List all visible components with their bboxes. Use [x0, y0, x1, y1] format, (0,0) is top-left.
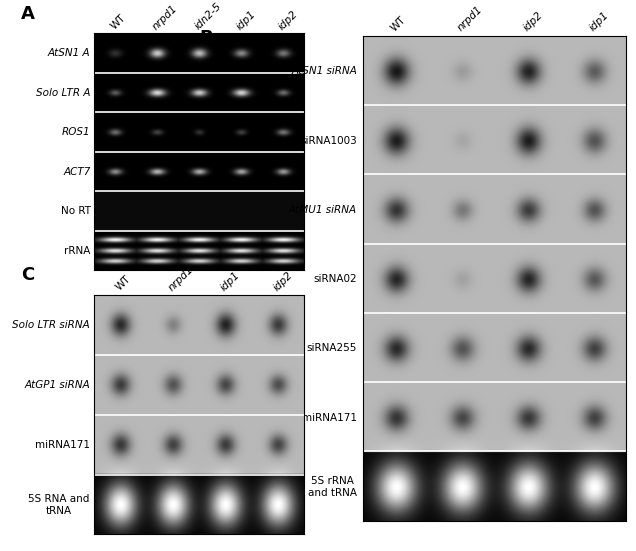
Text: idn2-5: idn2-5	[193, 1, 223, 31]
Text: siRNA02: siRNA02	[314, 274, 357, 284]
Text: siRNA1003: siRNA1003	[300, 136, 357, 145]
Text: A: A	[20, 4, 34, 23]
Text: ACT7: ACT7	[63, 167, 90, 177]
Text: WT: WT	[114, 274, 133, 293]
Text: rRNA: rRNA	[64, 246, 90, 256]
Text: B: B	[199, 29, 212, 46]
Text: C: C	[20, 266, 34, 284]
Text: idp1: idp1	[235, 8, 258, 31]
Text: WT: WT	[109, 13, 127, 31]
Text: AtGP1 siRNA: AtGP1 siRNA	[24, 380, 90, 390]
Text: 5S RNA and
tRNA: 5S RNA and tRNA	[29, 494, 90, 516]
Text: siRNA255: siRNA255	[307, 343, 357, 354]
Text: AtSN1 siRNA: AtSN1 siRNA	[291, 67, 357, 77]
Text: Solo LTR A: Solo LTR A	[36, 88, 90, 98]
Text: ROS1: ROS1	[62, 127, 90, 137]
Text: WT: WT	[389, 14, 408, 33]
Text: No RT: No RT	[60, 206, 90, 217]
Text: AtSN1 A: AtSN1 A	[48, 48, 90, 58]
Text: AtMU1 siRNA: AtMU1 siRNA	[289, 205, 357, 215]
Text: idp2: idp2	[277, 8, 300, 31]
Text: 5S rRNA
and tRNA: 5S rRNA and tRNA	[308, 476, 357, 498]
Text: miRNA171: miRNA171	[302, 413, 357, 423]
Text: nrpd1: nrpd1	[167, 264, 195, 293]
Text: nrpd1: nrpd1	[151, 3, 179, 31]
Text: idp2: idp2	[272, 269, 294, 293]
Text: idp1: idp1	[587, 10, 611, 33]
Text: miRNA171: miRNA171	[35, 440, 90, 450]
Text: idp1: idp1	[219, 269, 242, 293]
Text: nrpd1: nrpd1	[455, 4, 484, 33]
Text: idp2: idp2	[521, 10, 544, 33]
Text: Solo LTR siRNA: Solo LTR siRNA	[12, 321, 90, 331]
